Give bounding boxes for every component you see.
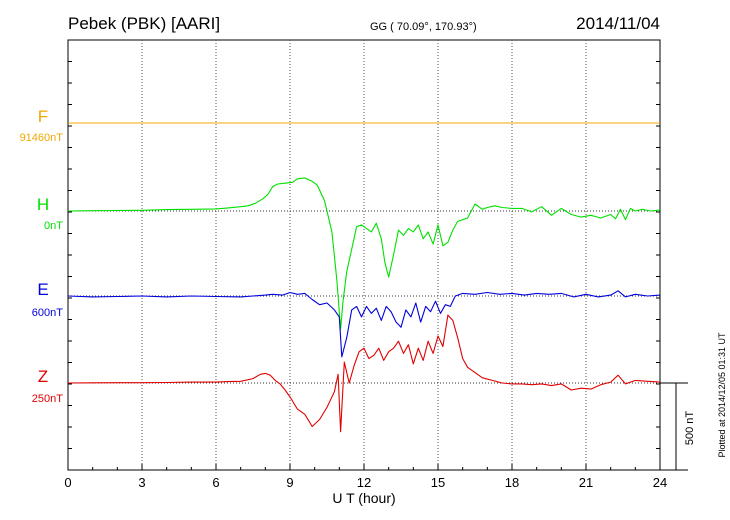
x-tick-label: 21	[579, 475, 593, 490]
series-labels: F 91460nT H 0nT E 600nT Z 250nT	[20, 107, 64, 405]
series-lines	[67, 122, 661, 433]
date-label: 2014/11/04	[576, 14, 660, 33]
scale-bar: 500 nT	[660, 382, 696, 471]
series-baseline-e: 600nT	[32, 307, 63, 319]
station-coordinates: GG ( 70.09°, 170.93°)	[370, 21, 477, 33]
x-tick-label: 24	[653, 475, 667, 490]
series-line-z	[67, 314, 661, 433]
x-tick-label: 6	[212, 475, 219, 490]
series-baseline-z: 250nT	[32, 393, 63, 405]
plotted-timestamp: Plotted at 2014/12/05 01:31 UT	[717, 332, 727, 458]
series-name-h: H	[37, 195, 49, 214]
series-baseline-f: 91460nT	[20, 132, 64, 144]
x-tick-label: 15	[431, 475, 445, 490]
x-axis-label: U T (hour)	[332, 490, 395, 506]
series-baseline-h: 0nT	[44, 220, 63, 232]
series-name-z: Z	[38, 367, 48, 386]
x-tick-label: 12	[357, 475, 371, 490]
station-title: Pebek (PBK) [AARI]	[68, 14, 220, 33]
x-tick-label: 0	[64, 475, 71, 490]
scale-bar-label: 500 nT	[684, 411, 696, 446]
series-line-h	[67, 177, 661, 330]
x-tick-label: 3	[138, 475, 145, 490]
x-tick-label: 9	[286, 475, 293, 490]
x-tick-label: 18	[505, 475, 519, 490]
grid-lines	[141, 40, 587, 470]
series-name-f: F	[38, 107, 48, 126]
series-name-e: E	[37, 280, 48, 299]
x-axis-ticks: 0 3 6 9 12 15 18 21 24	[64, 39, 667, 490]
plot-frame	[67, 39, 661, 471]
series-line-e	[67, 290, 661, 358]
